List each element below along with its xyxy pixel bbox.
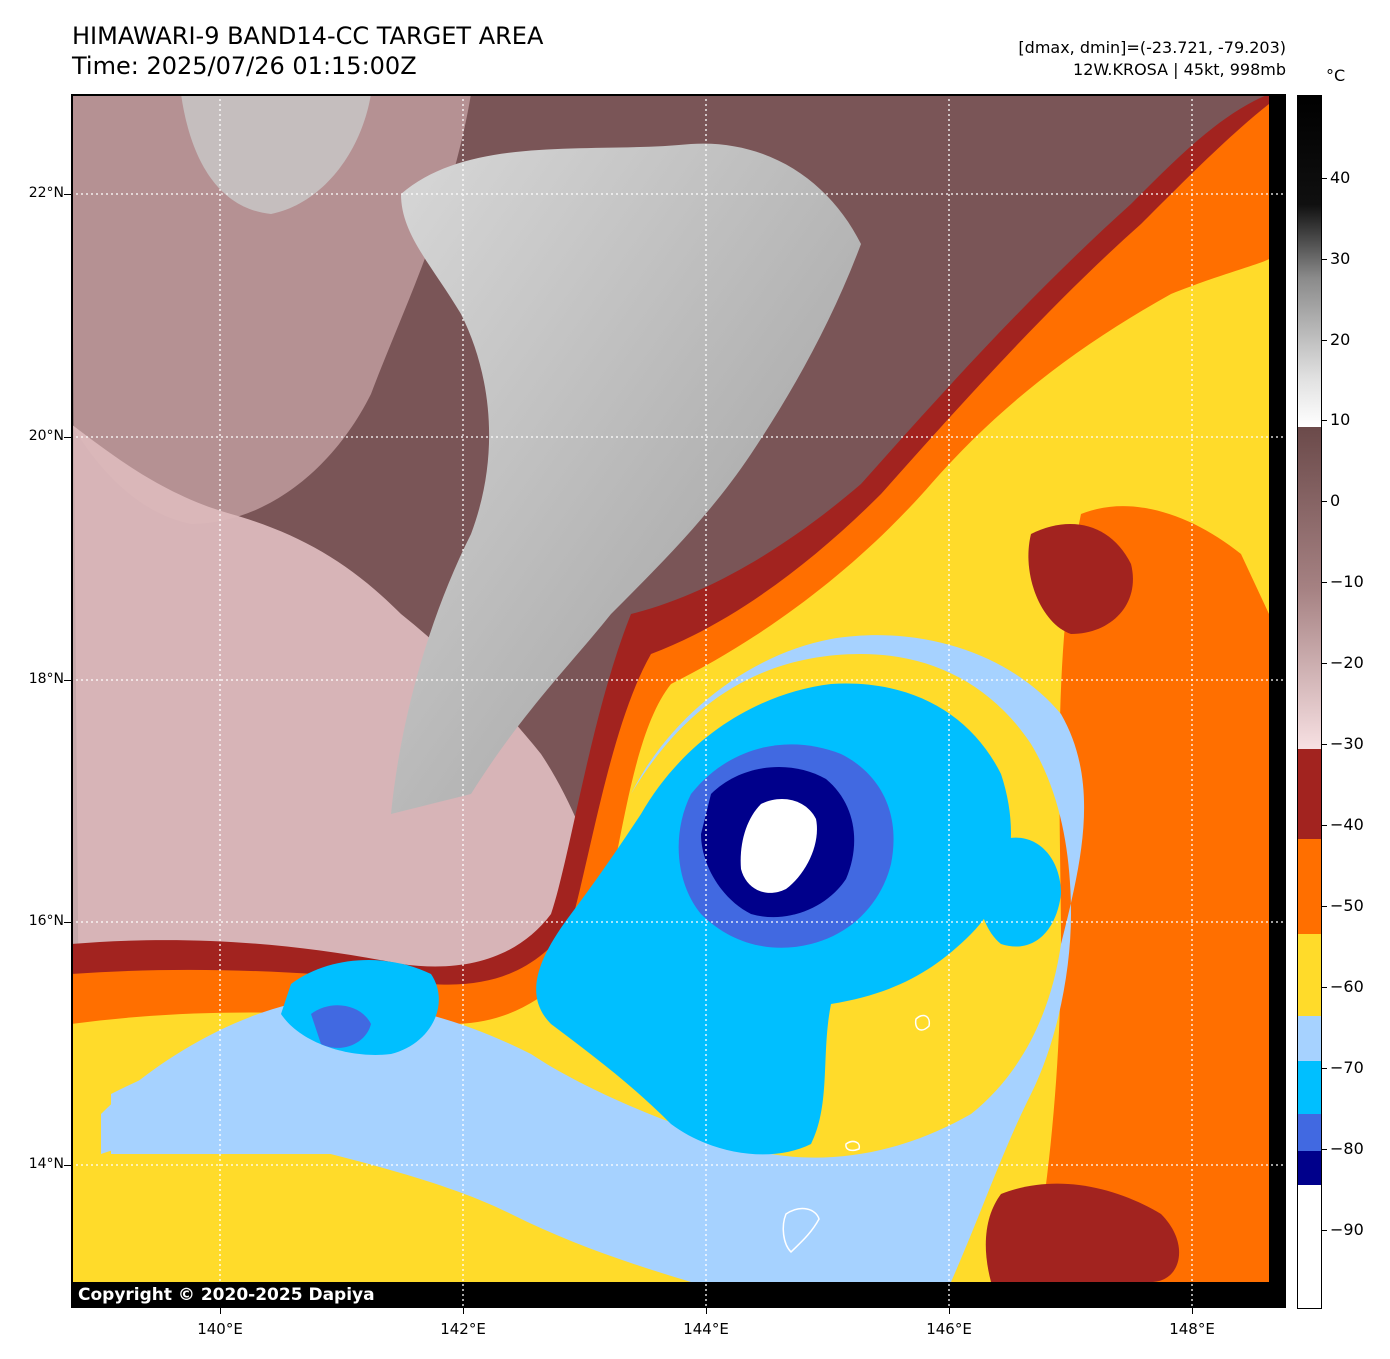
colorbar-blue-segment: [1297, 1114, 1322, 1151]
east-dark-red-patch-south: [985, 1183, 1180, 1282]
lon-label-148: 148°E: [1169, 1320, 1215, 1338]
colorbar-label-minus80: −80: [1330, 1139, 1364, 1158]
pink-cloud-region: [71, 424, 631, 994]
lat-label-22: 22°N: [28, 185, 64, 201]
colorbar-warm-segment: [1297, 95, 1322, 427]
data-range-info: [dmax, dmin]=(-23.721, -79.203): [1018, 38, 1286, 57]
colorbar-tick: [1322, 906, 1327, 907]
colorbar-tick: [1322, 178, 1327, 179]
colorbar-label-40: 40: [1330, 168, 1351, 187]
light-blue-west-patch: [111, 1024, 471, 1154]
colorbar-label-10: 10: [1330, 410, 1351, 429]
lon-tick: [949, 1308, 950, 1314]
lon-label-142: 142°E: [440, 1320, 486, 1338]
graticule: [71, 94, 1286, 1308]
lat-tick: [64, 922, 71, 923]
colorbar-unit: °C: [1326, 66, 1346, 85]
lat-tick: [64, 437, 71, 438]
blue-west-patch: [311, 1005, 371, 1048]
colorbar-tick: [1322, 663, 1327, 664]
map-border: [71, 94, 1286, 1308]
east-dark-red-patch: [1028, 524, 1133, 634]
colorbar-tick: [1322, 259, 1327, 260]
lat-label-18: 18°N: [28, 671, 64, 687]
colorbar-yellow-segment: [1297, 934, 1322, 1016]
gray-cloud-patch: [181, 94, 371, 214]
map-title: HIMAWARI-9 BAND14-CC TARGET AREA: [72, 22, 544, 50]
lon-label-144: 144°E: [683, 1320, 729, 1338]
coldest-core: [740, 799, 817, 893]
copyright-notice: Copyright © 2020-2025 Dapiya: [72, 1282, 384, 1308]
island-outline-small: [845, 1140, 861, 1152]
colorbar-tick: [1322, 987, 1327, 988]
colorbar-white-segment: [1297, 1185, 1322, 1309]
colorbar-border: [1297, 95, 1322, 1309]
lat-label-20: 20°N: [28, 428, 64, 444]
storm-info: 12W.KROSA | 45kt, 998mb: [1073, 60, 1286, 79]
colorbar-tick: [1322, 582, 1327, 583]
colorbar-darkred-segment: [1297, 749, 1322, 839]
lon-tick: [220, 1308, 221, 1314]
colorbar-tick: [1322, 340, 1327, 341]
lat-tick: [64, 194, 71, 195]
island-outline-north: [914, 1014, 931, 1031]
colorbar-label-minus40: −40: [1330, 815, 1364, 834]
map-time: Time: 2025/07/26 01:15:00Z: [72, 52, 417, 80]
lat-tick: [64, 1165, 71, 1166]
colorbar-label-minus30: −30: [1330, 734, 1364, 753]
colorbar-navy-segment: [1297, 1151, 1322, 1185]
colorbar-cyan-segment: [1297, 1061, 1322, 1114]
lat-label-16: 16°N: [28, 913, 64, 929]
gray-cloud-region: [391, 143, 861, 815]
colorbar-label-minus10: −10: [1330, 572, 1364, 591]
colorbar: [1297, 95, 1322, 1309]
lon-label-146: 146°E: [926, 1320, 972, 1338]
colorbar-lightblue-segment: [1297, 1016, 1322, 1061]
colorbar-label-minus60: −60: [1330, 977, 1364, 996]
colorbar-tick: [1322, 420, 1327, 421]
lon-tick: [463, 1308, 464, 1314]
colorbar-tick: [1322, 1068, 1327, 1069]
colorbar-label-30: 30: [1330, 249, 1351, 268]
east-orange-region: [1031, 506, 1269, 1282]
colorbar-label-minus90: −90: [1330, 1220, 1364, 1239]
colorbar-tick: [1322, 1149, 1327, 1150]
colorbar-brown-segment: [1297, 427, 1322, 749]
island-outline: [782, 1207, 820, 1254]
colorbar-orange-segment: [1297, 839, 1322, 934]
colorbar-label-minus20: −20: [1330, 653, 1364, 672]
lon-label-140: 140°E: [197, 1320, 243, 1338]
colorbar-label-20: 20: [1330, 330, 1351, 349]
lon-tick: [706, 1308, 707, 1314]
colorbar-tick: [1322, 744, 1327, 745]
satellite-map: [71, 94, 1286, 1308]
pink-cloud-region-north: [71, 94, 471, 524]
colorbar-tick: [1322, 825, 1327, 826]
colorbar-label-0: 0: [1330, 491, 1341, 510]
colorbar-tick: [1322, 1230, 1327, 1231]
lat-tick: [64, 680, 71, 681]
lat-label-14: 14°N: [28, 1156, 64, 1172]
colorbar-label-minus50: −50: [1330, 896, 1364, 915]
colorbar-tick: [1322, 501, 1327, 502]
cyan-east-patch: [978, 837, 1061, 947]
colorbar-label-minus70: −70: [1330, 1058, 1364, 1077]
lon-tick: [1192, 1308, 1193, 1314]
